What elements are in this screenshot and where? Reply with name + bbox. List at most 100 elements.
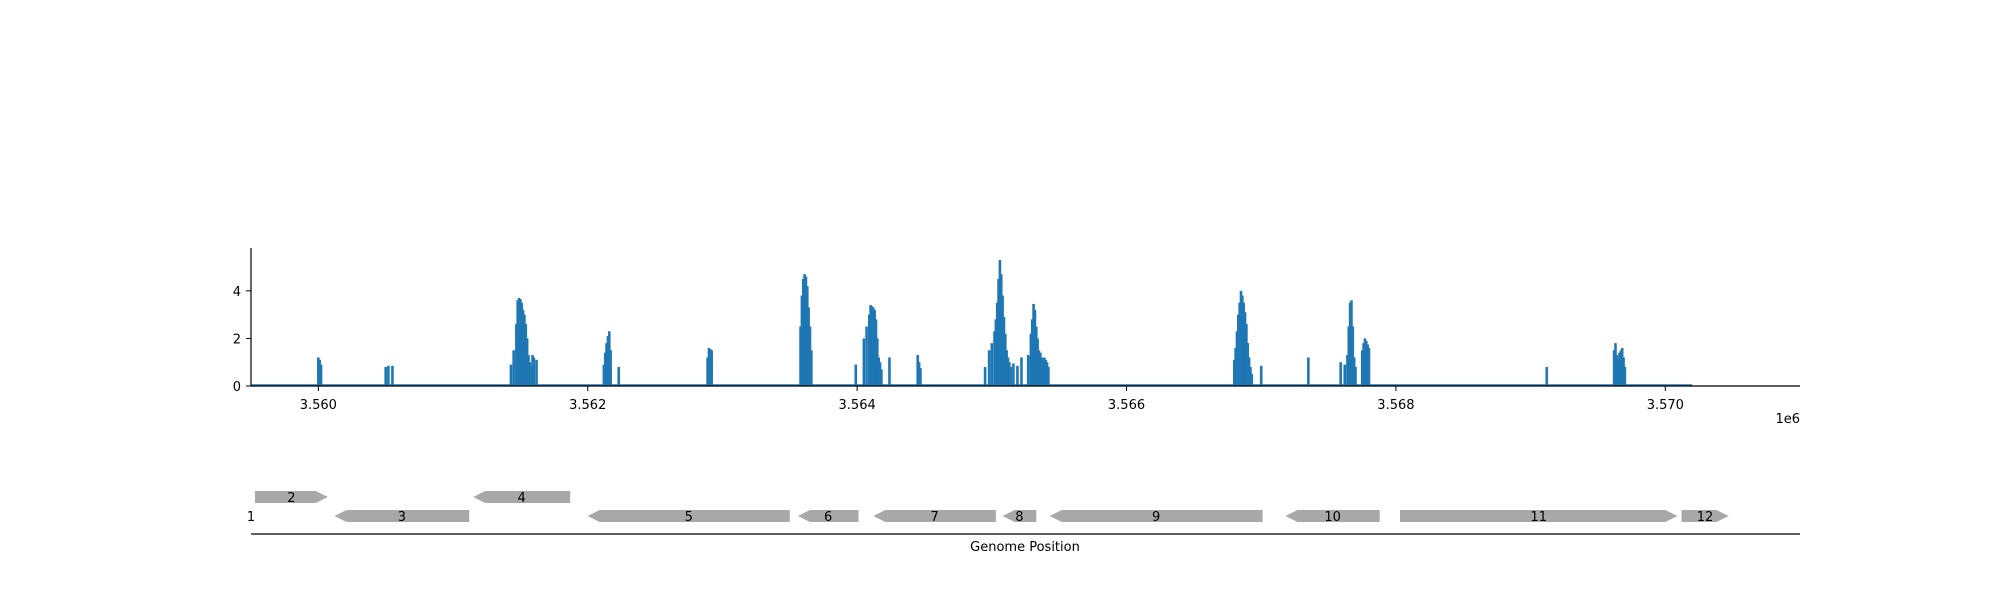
coverage-bar — [523, 314, 526, 386]
coverage-bar — [1245, 324, 1248, 386]
gene-arrow-7 — [873, 510, 996, 522]
coverage-bar — [524, 324, 528, 386]
coverage-bar — [1234, 347, 1237, 386]
coverage-bar — [990, 343, 994, 386]
coverage-bar — [854, 364, 858, 386]
coverage-bar — [1612, 350, 1616, 386]
coverage-bar — [810, 350, 813, 386]
coverage-bar — [1614, 343, 1617, 386]
coverage-bar — [710, 350, 713, 386]
x-tick-label: 3.566 — [1108, 398, 1145, 413]
gene-label-10: 10 — [1324, 510, 1341, 525]
coverage-bar — [1006, 357, 1010, 386]
coverage-bar — [873, 309, 876, 386]
coverage-bar — [1026, 355, 1030, 386]
coverage-bar — [869, 305, 872, 386]
gene-label-11: 11 — [1530, 510, 1547, 525]
coverage-bar — [515, 324, 518, 386]
coverage-bar — [1367, 347, 1371, 386]
coverage-bar — [888, 357, 891, 386]
x-tick-label: 3.568 — [1377, 398, 1414, 413]
coverage-bar — [1041, 359, 1045, 386]
y-ticks: 0 2 4 — [233, 285, 251, 395]
coverage-bar — [1030, 319, 1034, 386]
coverage-bar — [871, 307, 875, 386]
x-tick-label: 3.562 — [569, 398, 606, 413]
coverage-bar — [1036, 338, 1039, 386]
coverage-bar — [804, 276, 808, 386]
coverage-bar — [1247, 357, 1251, 386]
gene-label-12: 12 — [1697, 510, 1714, 525]
coverage-bar — [1045, 362, 1049, 386]
coverage-bar — [532, 357, 536, 386]
coverage-bar — [805, 286, 809, 386]
coverage-bar — [1366, 344, 1369, 386]
coverage-bar — [1246, 343, 1250, 386]
coverage-bar — [509, 364, 513, 386]
coverage-bar — [917, 362, 921, 386]
coverage-bar — [862, 338, 866, 386]
coverage-bar — [1239, 290, 1243, 386]
coverage-bar — [527, 355, 530, 386]
coverage-bar — [603, 352, 607, 386]
coverage-bar — [1232, 359, 1236, 386]
coverage-bar — [1620, 347, 1624, 386]
coverage-bar — [1350, 300, 1353, 386]
coverage-bar — [517, 297, 521, 386]
x-axis-label: Genome Position — [970, 540, 1080, 555]
coverage-bar — [1346, 355, 1349, 386]
gene-arrow-11 — [1400, 510, 1678, 522]
gene-label-3: 3 — [398, 510, 406, 525]
coverage-bar — [1363, 338, 1367, 386]
coverage-bar — [1249, 366, 1252, 386]
coverage-bar — [1029, 333, 1033, 386]
coverage-bar — [606, 336, 610, 386]
coverage-bar — [1241, 295, 1244, 386]
coverage-bar — [1623, 366, 1627, 386]
coverage-bar — [878, 362, 882, 386]
gene-label-5: 5 — [685, 510, 693, 525]
gene-label-4: 4 — [518, 491, 526, 506]
coverage-bar — [1347, 326, 1351, 386]
coverage-bar — [1364, 340, 1368, 386]
coverage-bar — [529, 366, 533, 386]
gene-arrow-12 — [1681, 510, 1729, 522]
coverage-bar — [535, 359, 538, 386]
coverage-bar — [1040, 357, 1043, 386]
gene-label-1: 1 — [247, 510, 255, 525]
coverage-bar — [1545, 366, 1549, 386]
coverage-bar — [1352, 357, 1356, 386]
gene-label-6: 6 — [824, 510, 832, 525]
coverage-bar — [516, 300, 519, 386]
coverage-bar — [877, 357, 880, 386]
coverage-bar — [1619, 350, 1623, 386]
gene-arrow-3 — [334, 510, 470, 522]
coverage-bars — [317, 259, 1627, 386]
gene-label-8: 8 — [1015, 510, 1023, 525]
coverage-bar — [867, 314, 871, 386]
coverage-bar — [602, 364, 606, 386]
coverage-bar — [519, 299, 522, 386]
coverage-bar — [1250, 374, 1254, 386]
coverage-bar — [1242, 302, 1246, 386]
gene-label-2: 2 — [287, 491, 295, 506]
gene-label-9: 9 — [1152, 510, 1160, 525]
y-tick-label: 0 — [233, 380, 241, 395]
coverage-bar — [999, 274, 1003, 386]
coverage-bar — [1012, 363, 1015, 386]
x-tick-label: 3.564 — [839, 398, 876, 413]
coverage-chart: 0 2 4 3.560 3.562 3.564 3.566 3.568 3.570 1e6 — [233, 248, 1800, 427]
coverage-bar — [1032, 303, 1035, 386]
coverage-bar — [807, 307, 810, 386]
coverage-bar — [525, 338, 529, 386]
coverage-bar — [1001, 295, 1004, 386]
coverage-bar — [1009, 366, 1012, 386]
x-tick-label: 3.560 — [300, 398, 337, 413]
coverage-bar — [520, 302, 524, 386]
coverage-bar — [1033, 309, 1037, 386]
coverage-bar — [1354, 366, 1357, 386]
coverage-bar — [384, 366, 387, 386]
coverage-bar — [387, 365, 390, 386]
coverage-bar — [880, 369, 883, 386]
